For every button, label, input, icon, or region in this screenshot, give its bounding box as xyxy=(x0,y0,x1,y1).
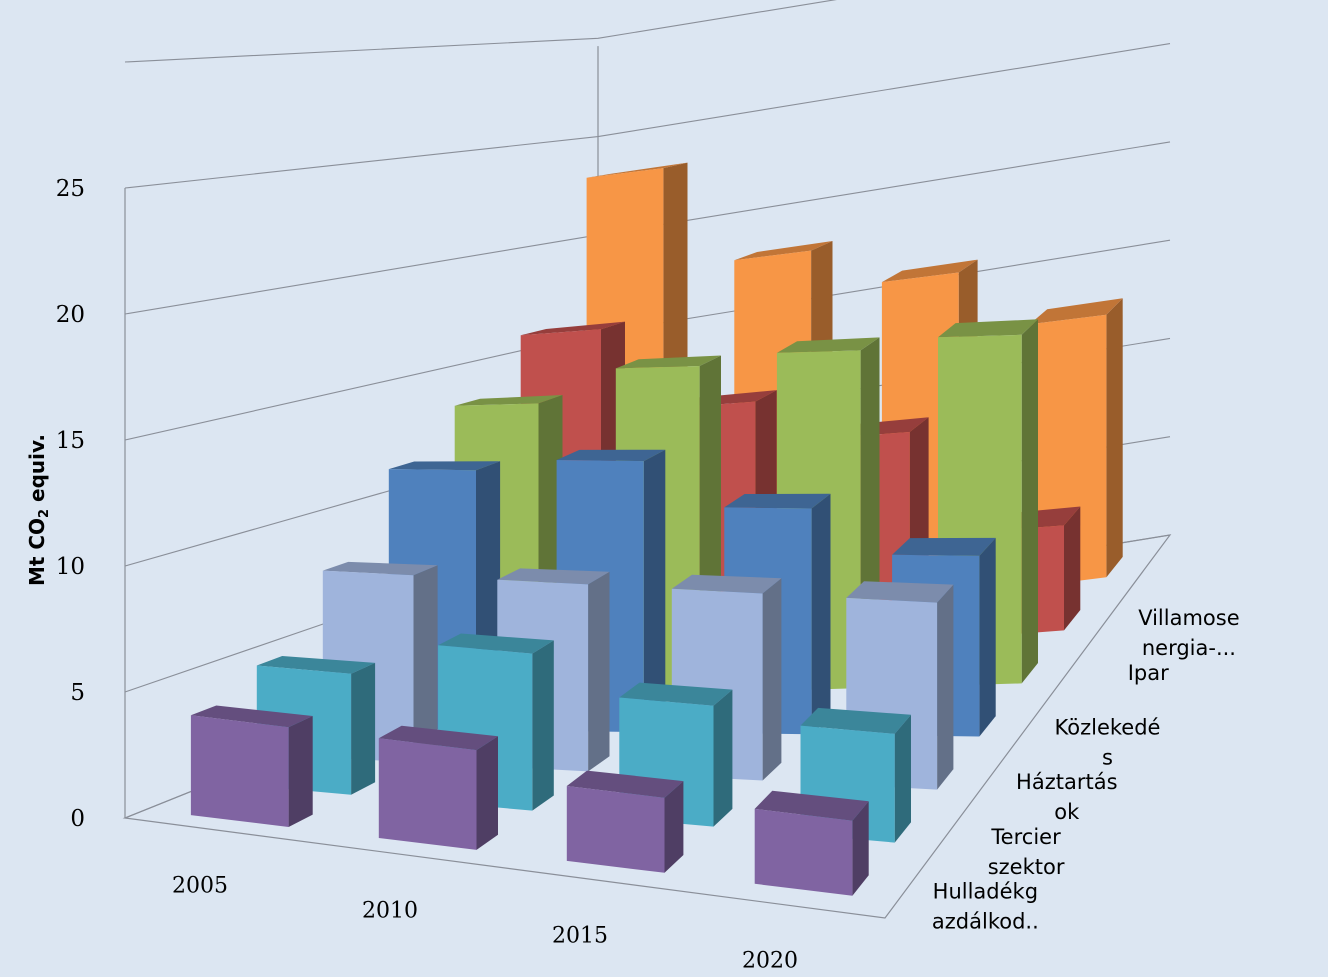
depth-tick-label: Hulladékg azdálkod.. xyxy=(932,880,1039,934)
bar-top xyxy=(619,682,733,706)
bar-side xyxy=(643,449,666,733)
depth-tick-label: Ipar xyxy=(1128,661,1169,685)
bar-front xyxy=(566,786,665,873)
y-tick-label: 10 xyxy=(56,554,85,580)
bar xyxy=(378,725,498,850)
bar-side xyxy=(664,781,684,873)
bar-top xyxy=(754,790,869,821)
y-tick-label: 25 xyxy=(56,176,85,202)
depth-tick-label: Háztartás ok xyxy=(1016,770,1117,824)
x-tick-label: 2015 xyxy=(552,924,608,949)
x-tick-label: 2010 xyxy=(362,899,418,924)
bar-top xyxy=(800,707,911,734)
bar-top xyxy=(734,241,833,261)
depth-tick-label: Villamose nergia-... xyxy=(1138,606,1239,660)
bar-side xyxy=(1106,298,1123,578)
bar-front xyxy=(190,715,289,827)
bar-top xyxy=(671,574,782,594)
bar-side xyxy=(811,493,831,735)
bar-side xyxy=(852,801,869,896)
y-tick-label: 15 xyxy=(56,428,85,454)
bar-side xyxy=(1064,506,1081,631)
x-tick-label: 2005 xyxy=(172,874,228,899)
y-tick-label: 0 xyxy=(70,806,85,832)
bar-top xyxy=(776,337,880,353)
x-axis-labels: 2005 2010 2015 2020 xyxy=(172,874,798,974)
bar-front xyxy=(378,738,477,850)
y-axis-ticks: 0 5 10 15 20 25 xyxy=(56,176,85,832)
bar-top xyxy=(497,568,610,585)
bar-top xyxy=(586,162,688,178)
bar-top xyxy=(256,656,376,674)
bar-side xyxy=(532,640,554,811)
bar xyxy=(566,770,684,873)
bar-top xyxy=(892,537,996,556)
depth-axis-labels: Hulladékg azdálkod..Tercier szektorHáztart… xyxy=(932,606,1240,934)
bar-top xyxy=(378,725,498,751)
bars xyxy=(190,162,1123,896)
bar-top xyxy=(454,395,563,406)
bar-side xyxy=(413,565,438,763)
y-tick-label: 20 xyxy=(56,302,85,328)
bar xyxy=(754,790,869,896)
bar-top xyxy=(438,633,554,654)
gridline xyxy=(124,43,1171,189)
depth-tick-label: Tercier szektor xyxy=(988,825,1065,879)
bar-top xyxy=(566,770,684,798)
y-tick-label: 5 xyxy=(70,680,85,706)
x-tick-label: 2020 xyxy=(742,949,798,974)
bar xyxy=(800,707,911,843)
gridline xyxy=(124,0,837,63)
bar-side xyxy=(937,584,954,790)
bar-side xyxy=(588,571,610,772)
y-axis-label: Mt CO2 equiv. xyxy=(25,434,52,586)
bar-top xyxy=(322,561,438,576)
bar-top xyxy=(556,449,666,462)
bar-top xyxy=(388,461,501,471)
bar-top xyxy=(846,581,954,603)
bar-side xyxy=(351,662,376,795)
bar-top xyxy=(1029,298,1123,325)
bar-front xyxy=(754,808,853,896)
bar-side xyxy=(894,714,911,843)
bar-side xyxy=(1021,319,1038,684)
bar xyxy=(190,705,313,827)
depth-tick-label: Közlekedé s xyxy=(1055,716,1161,770)
bar-top xyxy=(615,355,721,369)
bar-top xyxy=(520,321,625,336)
bar-top xyxy=(938,319,1038,338)
bar-top xyxy=(724,493,831,509)
bar-side xyxy=(713,689,733,827)
bar-top xyxy=(881,259,978,283)
bar-top xyxy=(190,705,313,728)
bar-side xyxy=(288,716,313,827)
bar-side xyxy=(979,537,996,737)
bar-side xyxy=(762,578,782,781)
bar-side xyxy=(476,736,498,850)
